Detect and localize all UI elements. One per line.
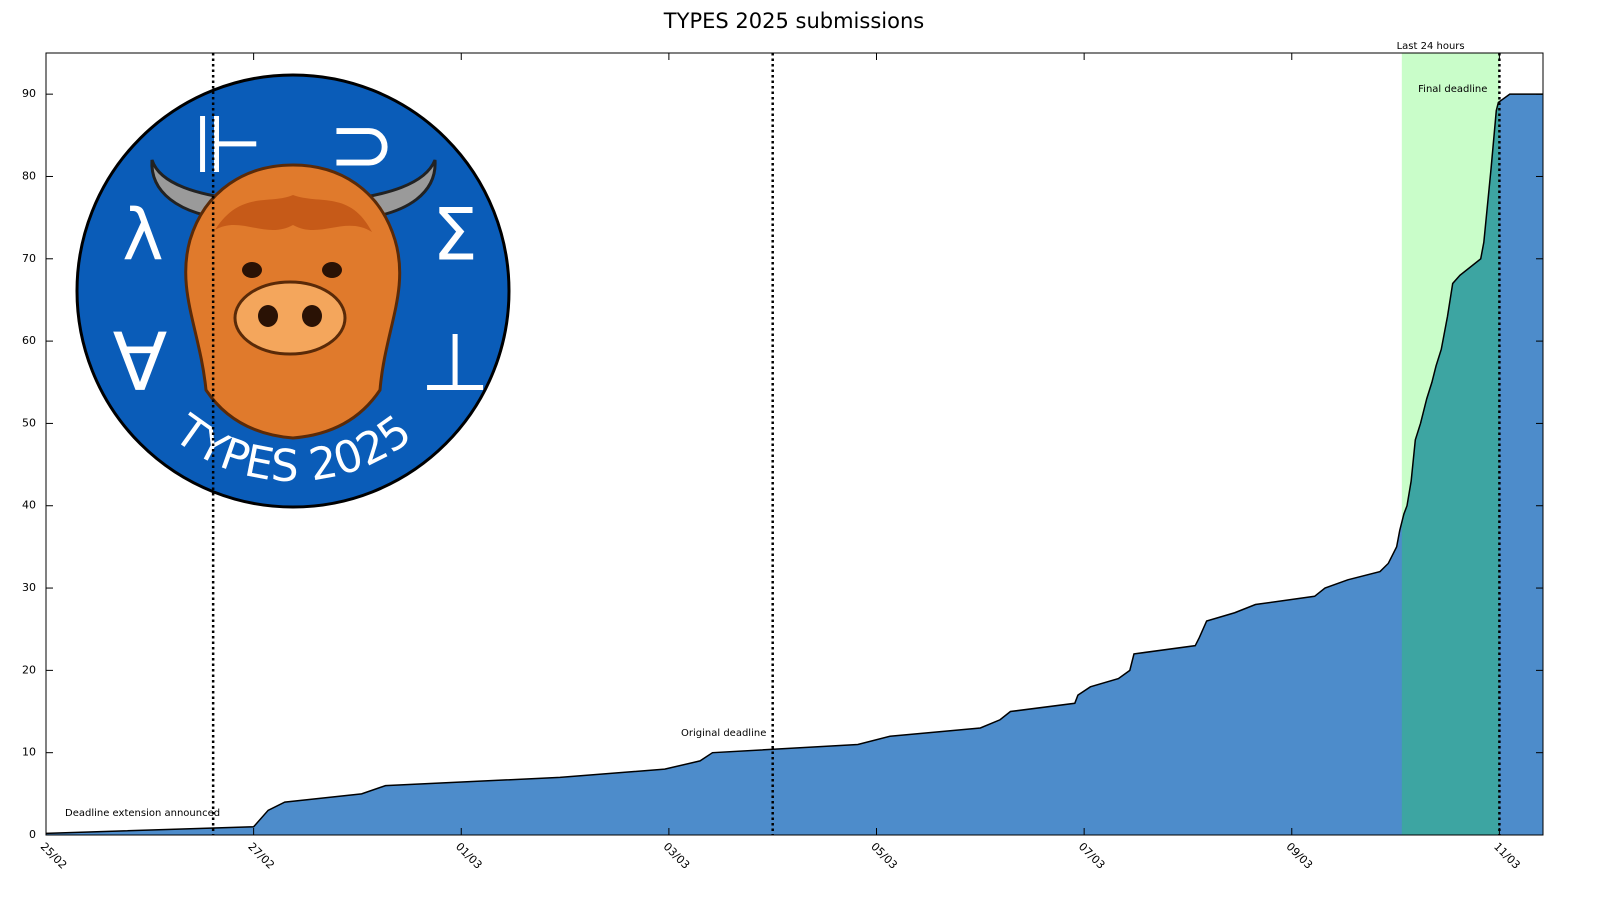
y-tick-label: 20 — [22, 663, 36, 676]
y-tick-label: 30 — [22, 581, 36, 594]
plot-frame — [45, 52, 1544, 836]
logo-symbol: Σ — [432, 193, 478, 277]
logo-symbol: ∀ — [113, 316, 168, 409]
chart-title: TYPES 2025 submissions — [663, 9, 924, 33]
y-tick-label: 40 — [22, 499, 36, 512]
region-label: Last 24 hours — [1397, 41, 1465, 52]
y-tick-label: 60 — [22, 334, 36, 347]
logo-symbol: ⊥ — [420, 316, 490, 409]
y-tick-label: 90 — [22, 87, 36, 100]
y-tick-label: 50 — [22, 416, 36, 429]
area-fill-highlighted — [1401, 101, 1500, 835]
logo: ⊩ ⊃ λ Σ ∀ ⊥ TYPES 2025 — [75, 73, 511, 509]
cow — [150, 159, 437, 440]
marker-label: Deadline extension announced — [65, 808, 220, 819]
marker-label: Final deadline — [1418, 84, 1487, 95]
logo-symbol: λ — [122, 194, 163, 276]
y-tick-label: 70 — [22, 252, 36, 265]
y-tick-label: 80 — [22, 169, 36, 182]
marker-label: Original deadline — [681, 728, 766, 739]
y-tick-label: 0 — [29, 828, 36, 841]
y-tick-label: 10 — [22, 746, 36, 759]
plot — [45, 53, 1543, 835]
area-line — [45, 93, 1543, 835]
